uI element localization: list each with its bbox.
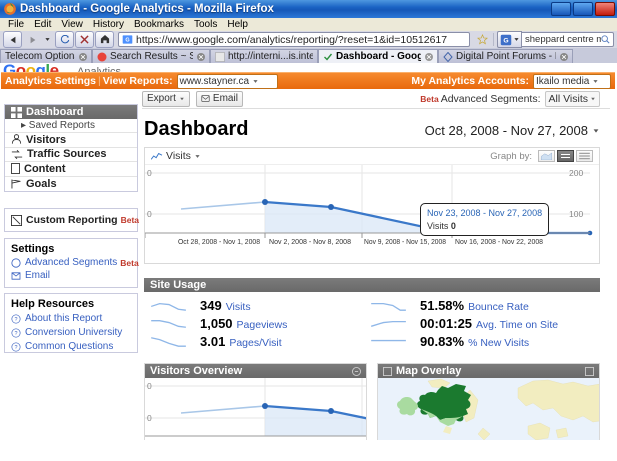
svg-text:Nov 16, 2008 - Nov 22, 2008: Nov 16, 2008 - Nov 22, 2008 — [455, 237, 543, 246]
svg-text:Nov 2, 2008 - Nov 8, 2008: Nov 2, 2008 - Nov 8, 2008 — [269, 237, 351, 246]
svg-text:0: 0 — [147, 381, 152, 391]
svg-text:G: G — [125, 38, 129, 44]
svg-text:?: ? — [14, 331, 17, 337]
svg-text:0: 0 — [147, 168, 152, 178]
svg-text:200: 200 — [569, 168, 583, 178]
svg-text:?: ? — [14, 317, 17, 323]
svg-text:Nov 9, 2008 - Nov 15, 2008: Nov 9, 2008 - Nov 15, 2008 — [364, 237, 446, 246]
svg-text:0: 0 — [147, 209, 152, 219]
svg-text:?: ? — [14, 345, 17, 351]
svg-text:0: 0 — [147, 413, 152, 423]
svg-text:100: 100 — [569, 209, 583, 219]
svg-text:G: G — [503, 37, 508, 44]
svg-text:Oct 28, 2008 - Nov 1, 2008: Oct 28, 2008 - Nov 1, 2008 — [178, 237, 260, 246]
